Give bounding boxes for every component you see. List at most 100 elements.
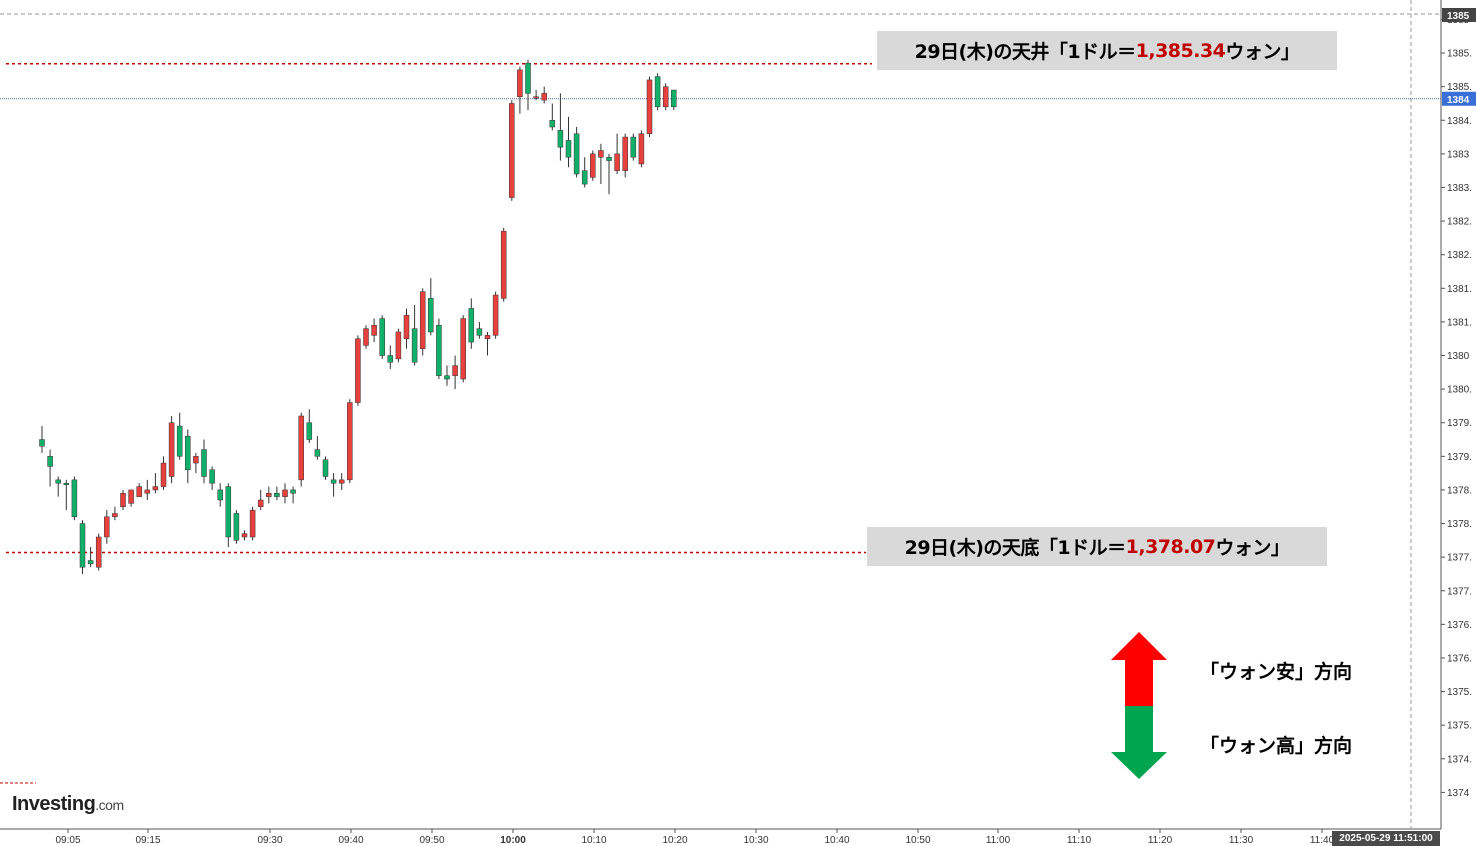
x-tick-label: 10:20 bbox=[662, 835, 687, 846]
candle-body bbox=[160, 462, 167, 487]
candle-body bbox=[590, 153, 596, 178]
candle-body bbox=[525, 62, 531, 94]
top-annotation: 29日(木)の天井「1ドル＝ 1,385.34 ウォン」 bbox=[877, 31, 1337, 70]
candle-body bbox=[419, 291, 426, 350]
candle-body bbox=[104, 516, 110, 538]
top-price-badge bbox=[1442, 8, 1476, 22]
candle-body bbox=[379, 318, 385, 356]
candle-body bbox=[484, 335, 491, 339]
candle-body bbox=[338, 479, 345, 484]
candle-body bbox=[257, 499, 264, 507]
top-annotation-text-before: 29日(木)の天井「1ドル＝ bbox=[914, 41, 1137, 63]
investing-logo: Investing.com bbox=[12, 793, 124, 816]
candle-body bbox=[541, 93, 547, 101]
y-tick-label: 1380. bbox=[1447, 385, 1472, 396]
candle-body bbox=[671, 89, 677, 108]
candle-body bbox=[517, 69, 523, 97]
x-tick-label: 11:40 bbox=[1310, 835, 1335, 846]
candle-body bbox=[63, 482, 70, 485]
y-tick-label: 1382. bbox=[1447, 250, 1472, 261]
candle-body bbox=[509, 103, 515, 198]
candle-body bbox=[330, 479, 337, 484]
candle-body bbox=[606, 156, 612, 161]
candle-body bbox=[411, 328, 418, 363]
down-arrow-icon bbox=[1111, 706, 1167, 779]
candle-body bbox=[112, 513, 118, 518]
candle-body bbox=[468, 308, 475, 343]
y-tick-label: 1378. bbox=[1447, 519, 1472, 530]
y-tick-label: 1377. bbox=[1447, 586, 1472, 597]
y-tick-label: 1375. bbox=[1447, 687, 1472, 698]
candle-body bbox=[662, 86, 669, 108]
candle-body bbox=[225, 486, 232, 538]
x-tick-label: 09:30 bbox=[257, 835, 282, 846]
y-tick-label: 1375. bbox=[1447, 721, 1472, 732]
candle-body bbox=[500, 230, 507, 299]
candle-body bbox=[573, 133, 580, 175]
candle-body bbox=[87, 560, 94, 565]
y-tick-label: 1385. bbox=[1447, 49, 1472, 60]
x-tick-label: 11:30 bbox=[1229, 835, 1254, 846]
candle-body bbox=[185, 435, 191, 471]
candle-body bbox=[79, 523, 86, 568]
candle-body bbox=[314, 449, 321, 457]
candle-body bbox=[193, 456, 199, 464]
y-tick-label: 1379. bbox=[1447, 418, 1472, 429]
candle-body bbox=[144, 489, 151, 494]
candle-body bbox=[476, 328, 483, 336]
x-tick-label: 10:50 bbox=[905, 835, 930, 846]
candle-body bbox=[55, 479, 61, 484]
candle-body bbox=[452, 365, 458, 376]
candle-body bbox=[565, 140, 572, 158]
x-tick-label: 09:05 bbox=[55, 835, 80, 846]
bottom-annotation-value: 1,378.07 bbox=[1125, 535, 1216, 558]
candle-body bbox=[371, 325, 377, 336]
candle-body bbox=[492, 294, 499, 336]
candle-body bbox=[217, 489, 223, 501]
candle-body bbox=[201, 449, 207, 477]
x-tick-label: 10:40 bbox=[824, 835, 849, 846]
y-tick-label: 1377. bbox=[1447, 553, 1472, 564]
date-badge: 2025-05-29 11:51:00 bbox=[1332, 831, 1440, 846]
y-tick-label: 1376. bbox=[1447, 653, 1472, 664]
bottom-annotation: 29日(木)の天底「1ドル＝ 1,378.07 ウォン」 bbox=[867, 527, 1327, 566]
candle-body bbox=[460, 318, 466, 380]
candle-body bbox=[638, 133, 645, 165]
y-tick-label: 1383. bbox=[1447, 183, 1472, 194]
y-tick-label: 1382. bbox=[1447, 217, 1472, 228]
y-tick-label: 1381. bbox=[1447, 284, 1472, 295]
candle-body bbox=[152, 486, 159, 491]
y-tick-label: 1385. bbox=[1447, 82, 1472, 93]
x-tick-label: 11:10 bbox=[1067, 835, 1092, 846]
candle-body bbox=[654, 76, 661, 108]
x-tick-label: 09:15 bbox=[135, 835, 160, 846]
candle-body bbox=[47, 456, 53, 467]
candle-body bbox=[395, 331, 402, 360]
candle-body bbox=[39, 439, 45, 447]
y-tick-label: 1384. bbox=[1447, 116, 1472, 127]
bottom-annotation-text-after: ウォン」 bbox=[1215, 537, 1290, 559]
top-annotation-value: 1,385.34 bbox=[1135, 39, 1226, 62]
candle-body bbox=[95, 536, 102, 568]
x-tick-label: 11:20 bbox=[1148, 835, 1173, 846]
candle-body bbox=[557, 130, 564, 148]
x-tick-label: 09:50 bbox=[419, 835, 444, 846]
candle-body bbox=[387, 355, 394, 363]
candle-body bbox=[403, 314, 410, 339]
legend-down-label: 「ウォン高」方向 bbox=[1200, 735, 1353, 757]
candle-body bbox=[274, 493, 280, 497]
x-tick-label: 11:00 bbox=[986, 835, 1011, 846]
y-tick-label: 1376. bbox=[1447, 620, 1472, 631]
candle-body bbox=[622, 136, 628, 171]
legend-up-label: 「ウォン安」方向 bbox=[1200, 661, 1353, 683]
candle-body bbox=[176, 425, 183, 457]
candle-body bbox=[290, 489, 296, 494]
y-tick-label: 1374 bbox=[1447, 788, 1470, 799]
candle-body bbox=[355, 338, 361, 403]
candle-body bbox=[136, 486, 142, 497]
y-tick-label: 1381. bbox=[1447, 317, 1472, 328]
x-tick-label: 10:10 bbox=[581, 835, 606, 846]
y-tick-label: 1380 bbox=[1447, 351, 1470, 362]
y-tick-label: 1378. bbox=[1447, 485, 1472, 496]
candle-body bbox=[128, 489, 134, 504]
